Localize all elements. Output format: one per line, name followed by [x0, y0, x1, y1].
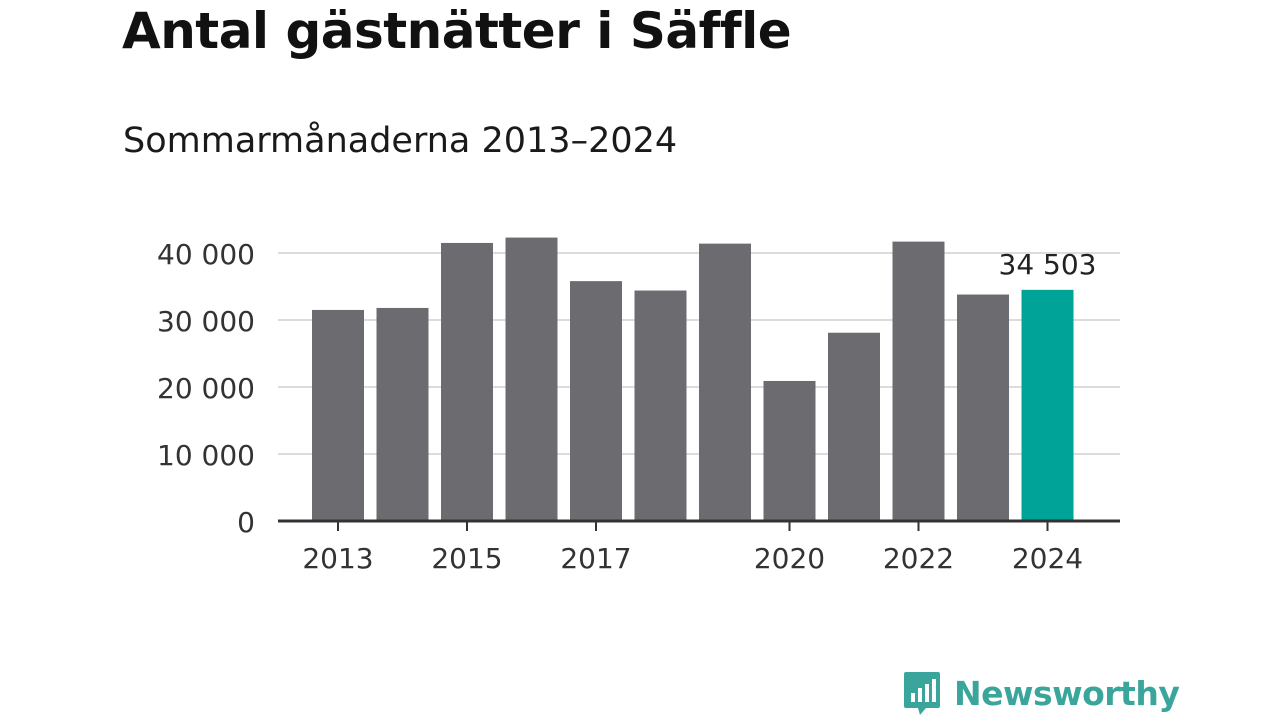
x-tick-label: 2020	[754, 542, 825, 575]
y-tick-label: 30 000	[157, 305, 255, 338]
bar-2014	[376, 307, 429, 521]
bar-2021	[828, 332, 880, 521]
newsworthy-brand: Newsworthy	[902, 670, 1180, 716]
bar-2013	[312, 309, 364, 521]
chart-title: Antal gästnätter i Säffle	[122, 2, 792, 60]
x-tick-label: 2017	[560, 542, 631, 575]
x-tick-label: 2022	[883, 542, 954, 575]
x-tick-label: 2024	[1012, 542, 1083, 575]
newsworthy-logo-icon	[904, 672, 940, 715]
bar-2022	[892, 241, 945, 522]
y-tick-label: 10 000	[157, 439, 255, 472]
bar-2017	[570, 281, 622, 521]
y-tick-label: 40 000	[157, 238, 255, 271]
data-label: 34 503	[999, 248, 1097, 281]
x-tick-label: 2015	[431, 542, 502, 575]
bar-2020	[763, 380, 816, 521]
bar-2018	[634, 290, 687, 521]
chart-subtitle: Sommarmånaderna 2013–2024	[123, 121, 678, 161]
bars	[312, 237, 1074, 522]
bar-2015	[441, 242, 493, 521]
bar-2024	[1021, 289, 1074, 521]
y-tick-labels: 0 10 000 20 000 30 000 40 000	[157, 238, 255, 539]
bar-2016	[505, 237, 558, 521]
x-tick-labels: 2013 2015 2017 2020 2022 2024	[302, 542, 1083, 575]
bar-2023	[957, 294, 1009, 521]
x-tick-label: 2013	[302, 542, 373, 575]
y-tick-label: 0	[237, 506, 255, 539]
axes	[278, 519, 1120, 531]
brand-name: Newsworthy	[954, 673, 1180, 713]
bar-2019	[699, 243, 751, 521]
annotations: 34 503	[999, 248, 1097, 281]
y-tick-label: 20 000	[157, 372, 255, 405]
